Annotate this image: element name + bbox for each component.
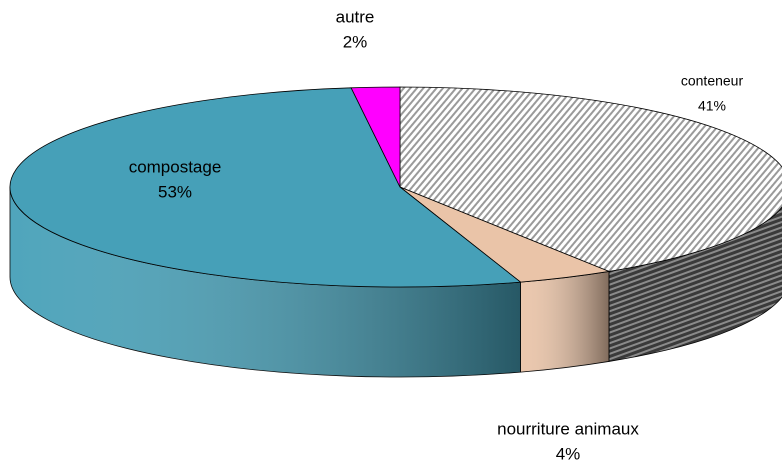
slice-label: conteneur — [681, 73, 744, 89]
slice-value-label: 53% — [158, 182, 192, 201]
slice-label: autre — [336, 7, 375, 26]
slice — [9, 87, 522, 288]
slice-value-label: 2% — [343, 32, 368, 51]
slice-label: compostage — [129, 157, 222, 176]
slice — [350, 86, 401, 188]
slice-label: nourriture animaux — [497, 419, 639, 438]
slice-value-label: 4% — [556, 444, 581, 461]
slice-side-shade — [520, 271, 609, 373]
slice-side-shade — [10, 187, 521, 377]
slice-value-label: 41% — [698, 98, 726, 114]
